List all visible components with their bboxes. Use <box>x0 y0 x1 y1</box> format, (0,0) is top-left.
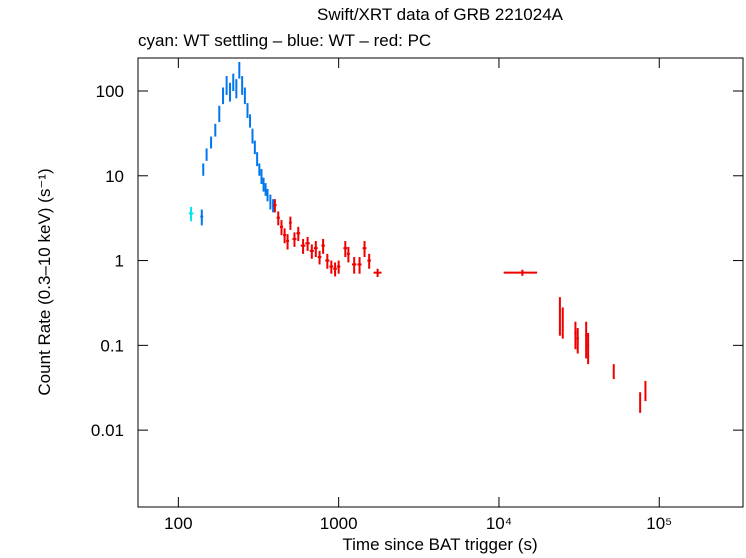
chart-subtitle: cyan: WT settling – blue: WT – red: PC <box>138 31 431 50</box>
plot-frame <box>137 57 744 508</box>
y-tick-label: 100 <box>96 82 124 101</box>
y-tick-label: 0.1 <box>100 336 124 355</box>
x-tick-label: 100 <box>164 514 192 533</box>
x-axis-title: Time since BAT trigger (s) <box>342 535 537 554</box>
y-axis-title: Count Rate (0.3–10 keV) (s⁻¹) <box>35 168 54 395</box>
y-tick-label: 10 <box>105 167 124 186</box>
y-tick-label: 1 <box>115 252 124 271</box>
x-tick-label: 10⁴ <box>486 514 512 533</box>
y-tick-label: 0.01 <box>91 421 124 440</box>
x-tick-label: 1000 <box>320 514 358 533</box>
x-tick-label: 10⁵ <box>646 514 672 533</box>
chart-title: Swift/XRT data of GRB 221024A <box>317 5 564 24</box>
